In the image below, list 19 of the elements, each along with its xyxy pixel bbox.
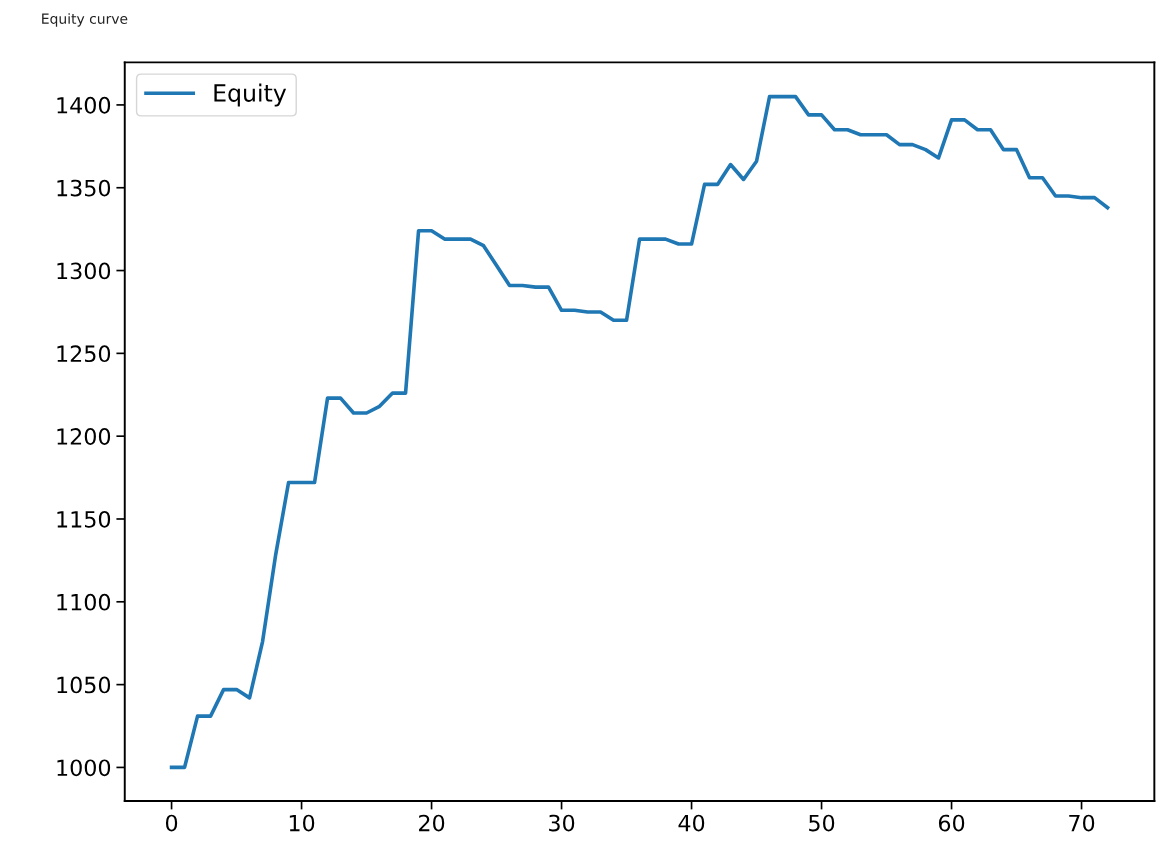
y-tick-label: 1000: [57, 759, 111, 777]
y-tick-label: 1300: [57, 262, 111, 280]
y-tick-label: 1250: [57, 345, 111, 363]
x-tick-label: 20: [419, 814, 445, 832]
legend-label: Equity: [214, 83, 287, 107]
x-tick-label: 60: [938, 814, 965, 832]
y-tick-label: 1150: [57, 510, 111, 528]
x-tick-label: 40: [678, 814, 705, 832]
chart-title: Equity curve: [42, 13, 128, 27]
y-tick-label: 1100: [57, 593, 111, 611]
y-tick-label: 1400: [57, 96, 111, 114]
x-tick-label: 10: [289, 814, 315, 832]
x-tick-label: 50: [809, 814, 835, 832]
y-tick-label: 1350: [57, 179, 111, 197]
x-tick-label: 70: [1069, 814, 1095, 832]
x-tick-label: 30: [549, 814, 575, 832]
y-tick-label: 1050: [57, 676, 111, 694]
y-tick-label: 1200: [57, 428, 111, 445]
x-tick-label: 0: [165, 814, 178, 832]
